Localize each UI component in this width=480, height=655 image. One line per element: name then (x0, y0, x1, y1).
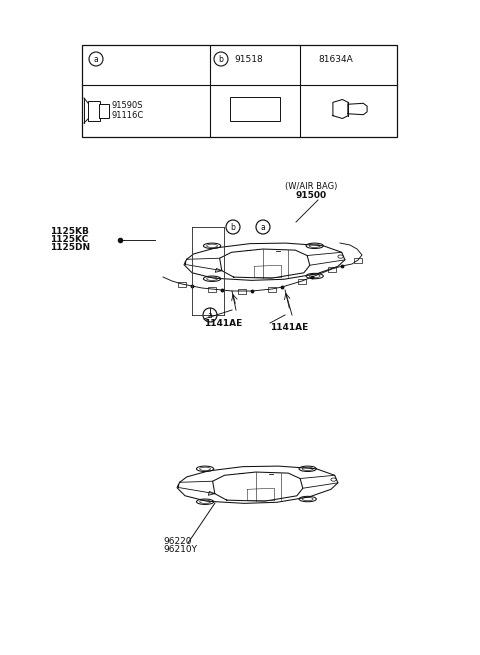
Bar (82, 45, 397, 137)
Text: 1141AE: 1141AE (270, 322, 308, 331)
Text: 1125KC: 1125KC (50, 234, 88, 244)
Bar (178, 282, 186, 286)
Text: a: a (261, 223, 265, 231)
Text: 91590S: 91590S (112, 102, 144, 111)
Text: a: a (94, 54, 98, 64)
Text: 1125KB: 1125KB (50, 227, 89, 236)
Text: 1125DN: 1125DN (50, 242, 90, 252)
Text: 91500: 91500 (295, 191, 326, 200)
Text: 1141AE: 1141AE (204, 318, 242, 328)
Bar (238, 288, 246, 293)
Bar (354, 257, 362, 263)
Bar (230, 97, 280, 121)
Text: (W/AIR BAG): (W/AIR BAG) (285, 181, 337, 191)
Bar (99, 104, 109, 118)
Bar (208, 286, 216, 291)
Text: 81634A: 81634A (318, 54, 353, 64)
Bar (88, 101, 100, 121)
Bar (328, 267, 336, 272)
Text: 96210Y: 96210Y (163, 546, 197, 555)
Text: a: a (208, 310, 212, 320)
Text: 91518: 91518 (234, 54, 263, 64)
Text: 96220: 96220 (163, 536, 192, 546)
Bar (298, 278, 306, 284)
Text: b: b (218, 54, 223, 64)
Text: b: b (230, 223, 235, 231)
Bar (268, 286, 276, 291)
Text: 91116C: 91116C (112, 111, 144, 121)
